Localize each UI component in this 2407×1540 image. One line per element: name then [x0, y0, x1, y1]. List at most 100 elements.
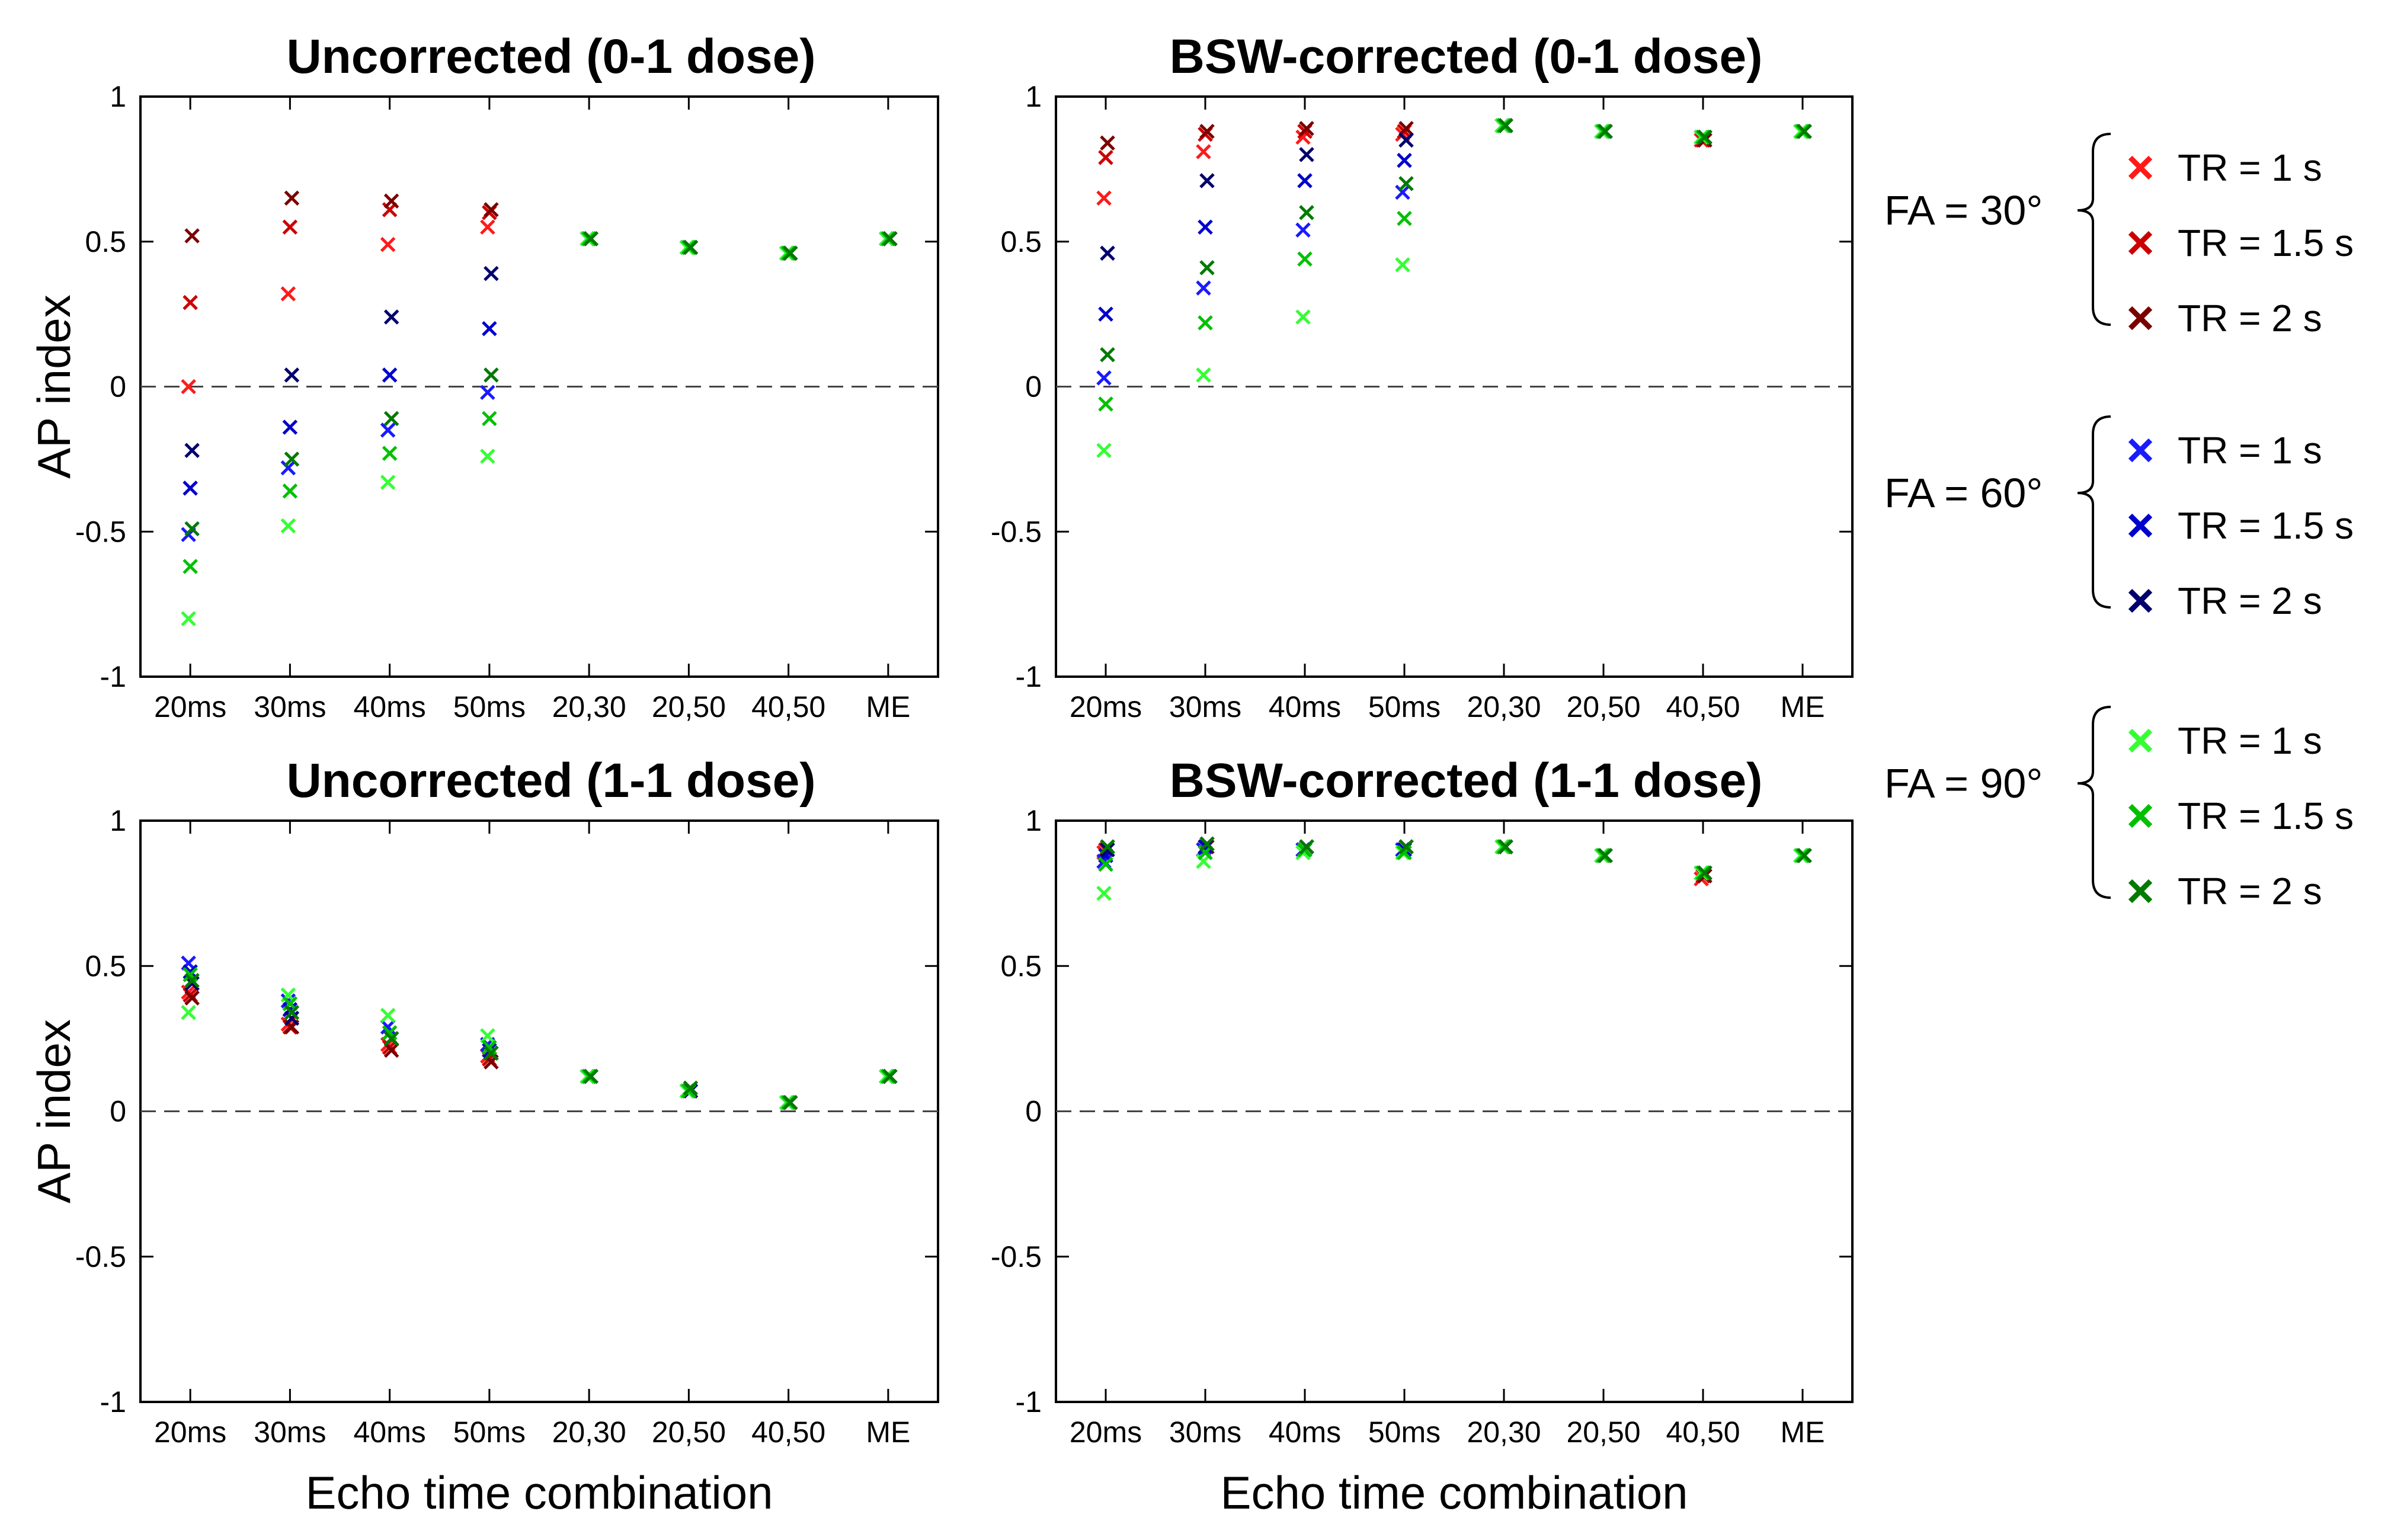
data-point: [1598, 123, 1613, 139]
data-point: [683, 239, 699, 255]
data-point: [683, 1080, 699, 1096]
data-point: [1697, 129, 1713, 145]
x-tick-label: 20ms: [1070, 1416, 1142, 1449]
data-point: [184, 443, 200, 458]
data-point: [1295, 309, 1311, 325]
data-point: [181, 379, 196, 395]
x-tick-label: 50ms: [1368, 1416, 1441, 1449]
legend-marker-icon: [2128, 588, 2153, 613]
chart-panel-2: -1 -0.5 0 0.5 1 20ms 30ms 40ms 50ms 20,30 20,50 40,…: [991, 30, 1854, 723]
data-point: [383, 193, 399, 209]
data-point: [1299, 121, 1314, 136]
data-point: [1100, 135, 1115, 151]
data-point: [1100, 842, 1115, 857]
data-point: [1297, 173, 1313, 188]
data-point: [480, 449, 495, 464]
x-tick-label: 20,30: [1467, 690, 1541, 723]
data-point: [380, 236, 396, 252]
data-point: [482, 411, 497, 427]
y-tick-label: 0.5: [1000, 225, 1042, 258]
legend-marker-icon: [2128, 438, 2153, 463]
data-point: [1100, 839, 1115, 854]
y-axis-label: AP index: [28, 294, 80, 479]
x-tick-label: 30ms: [254, 690, 326, 723]
data-point: [380, 1007, 396, 1023]
data-point: [882, 231, 898, 246]
y-tick-label: -0.5: [991, 1240, 1042, 1273]
x-tick-label: 40,50: [1666, 690, 1740, 723]
data-point: [484, 265, 499, 281]
data-point: [284, 367, 300, 383]
data-point: [782, 1095, 798, 1110]
x-tick-label: 40,50: [751, 690, 825, 723]
x-tick-label: 50ms: [453, 690, 526, 723]
data-point: [280, 460, 296, 476]
data-point: [383, 411, 399, 427]
chart-title: Uncorrected (0-1 dose): [286, 30, 815, 84]
data-point: [1498, 839, 1513, 854]
legend-group-1: FA = 30° TR = 1 s TR = 1.5 s TR = 2 s: [1884, 133, 2354, 340]
legend-brace: [2077, 415, 2111, 609]
x-tick-label: ME: [1781, 690, 1825, 723]
data-point: [482, 321, 497, 337]
data-point: [282, 420, 298, 435]
x-tick-label: 30ms: [1169, 690, 1241, 723]
x-tick-label: 40,50: [1666, 1416, 1740, 1449]
data-point: [1297, 251, 1313, 267]
data-point: [183, 294, 198, 310]
x-tick-label: 20,30: [552, 1416, 626, 1449]
data-point: [284, 1010, 300, 1026]
data-point: [1096, 190, 1112, 206]
legend-item-label: TR = 1 s: [2178, 429, 2322, 472]
data-point: [181, 1004, 196, 1020]
chart-panel-1: -1 -0.5 0 0.5 1 20ms 30ms 40ms 50ms 20,30 20,50 40,…: [28, 30, 939, 723]
chart-panel-3: -1 -0.5 0 0.5 1 20ms 30ms 40ms 50ms 20,30 20,50 40,…: [28, 754, 939, 1519]
legend-item-label: TR = 2 s: [2178, 579, 2322, 622]
data-point: [383, 1042, 399, 1058]
data-point: [882, 1068, 898, 1084]
data-point: [382, 367, 398, 383]
x-tick-label: 20,50: [1566, 1416, 1640, 1449]
y-tick-label: -1: [100, 1385, 126, 1419]
data-point: [1196, 367, 1211, 383]
chart-panel-4: -1 -0.5 0 0.5 1 20ms 30ms 40ms 50ms 20,30 20,50 40,…: [991, 754, 1854, 1519]
x-tick-label: 20,50: [652, 690, 726, 723]
data-point: [484, 202, 499, 217]
data-point: [1199, 123, 1215, 139]
data-point: [1199, 173, 1215, 188]
legend-group-label: FA = 60°: [1884, 470, 2043, 516]
data-point: [1398, 839, 1414, 854]
data-point: [480, 1028, 495, 1043]
legend-group-label: FA = 90°: [1884, 760, 2043, 806]
x-tick-label: ME: [866, 690, 910, 723]
data-point: [1198, 315, 1213, 331]
data-point: [480, 385, 495, 401]
data-point: [1797, 848, 1812, 863]
y-tick-label: -1: [1016, 660, 1042, 693]
data-point: [1096, 443, 1112, 458]
y-tick-label: 1: [1025, 804, 1042, 837]
data-point: [1198, 219, 1213, 235]
data-point: [484, 1045, 499, 1061]
x-tick-label: 50ms: [1368, 690, 1441, 723]
x-tick-label: ME: [1781, 1416, 1825, 1449]
data-point: [282, 219, 298, 235]
x-tick-label: 40ms: [353, 690, 425, 723]
legend-marker-icon: [2128, 728, 2153, 753]
data-point: [583, 231, 598, 246]
data-point: [184, 521, 200, 537]
x-tick-label: 20ms: [1070, 690, 1142, 723]
x-tick-label: ME: [866, 1416, 910, 1449]
x-axis-label: Echo time combination: [305, 1467, 773, 1519]
x-tick-label: 40,50: [751, 1416, 825, 1449]
data-point: [1295, 222, 1311, 238]
data-point: [1398, 132, 1414, 148]
data-point: [380, 475, 396, 490]
data-point: [1797, 123, 1812, 139]
chart-title: BSW-corrected (0-1 dose): [1170, 30, 1763, 84]
legend-marker-icon: [2128, 513, 2153, 538]
y-tick-label: 1: [1025, 80, 1042, 113]
data-point: [1098, 306, 1113, 322]
data-point: [280, 286, 296, 302]
